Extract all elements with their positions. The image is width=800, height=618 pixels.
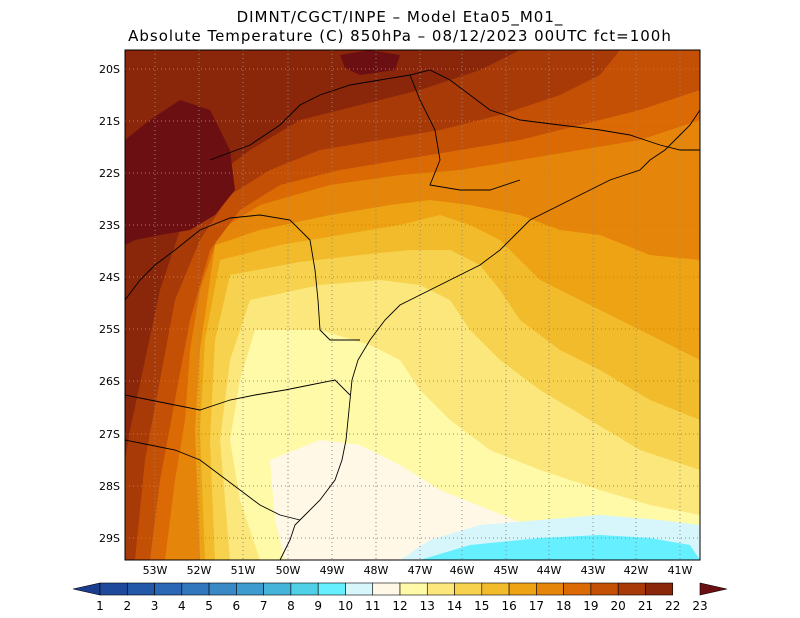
- longitude-labels: 53W 52W 51W 50W 49W 48W 47W 46W 45W 44W 43W 42W 41W: [143, 564, 693, 577]
- state-border-north: [209, 69, 700, 161]
- colorbar-swatch: [317, 582, 346, 596]
- map-frame: [124, 49, 701, 561]
- lat-label: 29S: [99, 532, 120, 545]
- colorbar-swatch: [617, 582, 646, 596]
- lon-label: 53W: [143, 564, 168, 577]
- colorbar-swatch: [372, 582, 401, 596]
- colorbar-swatch: [263, 582, 292, 596]
- colorbar-swatch: [236, 582, 264, 596]
- colorbar-label: 2: [123, 599, 131, 613]
- colorbar-swatch: [699, 582, 728, 596]
- colorbar-label: 13: [420, 599, 435, 613]
- colorbar-swatch: [99, 582, 128, 596]
- lon-label: 45W: [494, 564, 519, 577]
- lat-label: 24S: [99, 271, 120, 284]
- colorbar-label: 20: [611, 599, 626, 613]
- colorbar-label: 23: [692, 599, 707, 613]
- colorbar-label: 14: [447, 599, 462, 613]
- lat-label: 27S: [99, 428, 120, 441]
- field-20: [125, 50, 620, 560]
- colorbar-label: 7: [260, 599, 268, 613]
- colorbar-label: 19: [583, 599, 598, 613]
- lon-label: 41W: [668, 564, 693, 577]
- state-border-mid: [125, 214, 360, 341]
- lat-label: 22S: [99, 167, 120, 180]
- colorbar-label: 11: [365, 599, 380, 613]
- coastline-borders: [125, 69, 700, 560]
- lon-label: 44W: [537, 564, 562, 577]
- lat-label: 28S: [99, 480, 120, 493]
- colorbar-label: 1: [96, 599, 104, 613]
- colorbar-swatch: [645, 582, 674, 596]
- temperature-field: [125, 50, 700, 560]
- colorbar-label: 21: [638, 599, 653, 613]
- lat-label: 25S: [99, 323, 120, 336]
- colorbar-label: 15: [474, 599, 489, 613]
- lon-label: 43W: [581, 564, 606, 577]
- colorbar-swatch: [536, 582, 564, 596]
- map-title-line1: DIMNT/CGCT/INPE – Model Eta05_M01_: [236, 8, 564, 26]
- colorbar-swatch: [181, 582, 210, 596]
- colorbar-label: 16: [501, 599, 516, 613]
- state-border-far-south: [125, 439, 301, 521]
- colorbar-swatch: [426, 582, 455, 596]
- colorbar-swatch: [208, 582, 237, 596]
- field-11: [270, 440, 700, 560]
- lon-label: 46W: [450, 564, 475, 577]
- field-9: [420, 535, 700, 560]
- colorbar-swatch: [481, 582, 510, 596]
- latitude-labels: 20S 21S 22S 23S 24S 25S 26S 27S 28S 29S: [99, 63, 120, 545]
- lon-label: 52W: [187, 564, 212, 577]
- lat-label: 23S: [99, 219, 120, 232]
- colorbar-swatch: [126, 582, 155, 596]
- colorbar-swatch: [454, 582, 483, 596]
- lat-label: 26S: [99, 375, 120, 388]
- lon-label: 48W: [364, 564, 389, 577]
- colorbar-label: 3: [151, 599, 159, 613]
- colorbar-swatch: [590, 582, 619, 596]
- colorbar-label: 4: [178, 599, 186, 613]
- colorbar-label: 10: [338, 599, 353, 613]
- colorbar-swatch: [508, 582, 537, 596]
- graticule: [125, 50, 700, 560]
- colorbar-label: 6: [233, 599, 241, 613]
- lon-label: 51W: [231, 564, 256, 577]
- lat-label: 20S: [99, 63, 120, 76]
- lon-label: 50W: [276, 564, 301, 577]
- lat-label: 21S: [99, 115, 120, 128]
- lon-label: 49W: [320, 564, 345, 577]
- colorbar-swatch: [72, 582, 101, 596]
- colorbar-swatch: [290, 582, 319, 596]
- colorbar-label: 17: [529, 599, 544, 613]
- lon-label: 47W: [408, 564, 433, 577]
- map-title-line2: Absolute Temperature (C) 850hPa – 08/12/…: [128, 27, 672, 45]
- lon-label: 42W: [624, 564, 649, 577]
- colorbar-label: 18: [556, 599, 571, 613]
- field-19: [125, 50, 700, 560]
- colorbar-swatch: [563, 582, 592, 596]
- colorbar-swatch: [345, 582, 374, 596]
- coastline: [279, 109, 700, 560]
- colorbar-swatch: [399, 582, 428, 596]
- colorbar: 1 2 3 4 5 6 7 8 9 10 11 12 13 14 15 16 17 18 19 20 21 22 23: [72, 582, 728, 613]
- colorbar-label: 22: [665, 599, 680, 613]
- field-22: [125, 100, 235, 245]
- colorbar-label: 9: [314, 599, 322, 613]
- colorbar-label: 5: [205, 599, 213, 613]
- state-border-south: [125, 379, 351, 411]
- state-border-east: [409, 74, 521, 191]
- colorbar-label: 12: [392, 599, 407, 613]
- colorbar-swatch: [154, 582, 183, 596]
- colorbar-label: 8: [287, 599, 295, 613]
